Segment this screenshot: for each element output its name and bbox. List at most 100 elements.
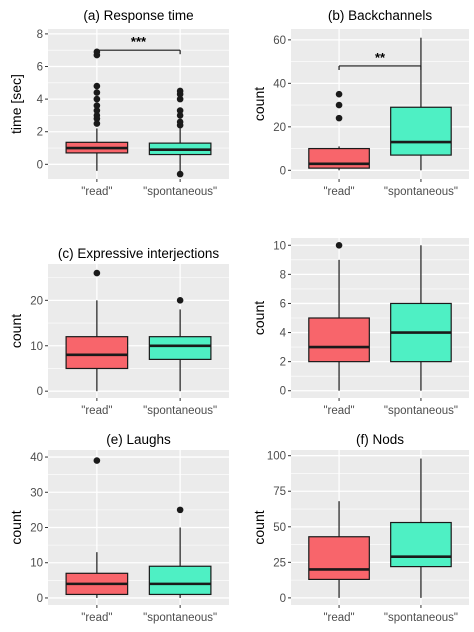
panel-5: (e) Laughs 0 10 20 30 40 count "read" "spontaneo… <box>8 432 229 624</box>
x-tick-label: "spontaneous" <box>384 612 458 624</box>
y-axis-label: count <box>251 510 267 544</box>
x-tick-label: "spontaneous" <box>384 405 458 417</box>
iqr-box <box>390 521 452 568</box>
box-read <box>308 90 370 171</box>
box-read <box>65 48 129 171</box>
outlier-point <box>93 112 101 119</box>
box-read <box>65 269 129 392</box>
outlier-point <box>176 297 184 304</box>
x-tick-label: "read" <box>81 186 112 198</box>
significance-label: ** <box>375 50 386 65</box>
plot-background <box>48 29 229 179</box>
x-tick-label: "read" <box>81 405 112 417</box>
box-spontaneous <box>148 87 212 178</box>
box-spontaneous <box>390 37 452 171</box>
y-tick-label: 0 <box>280 165 286 177</box>
panel-title: (e) Laughs <box>106 432 171 447</box>
x-tick-label: "read" <box>323 405 354 417</box>
y-tick-label: 6 <box>37 62 43 74</box>
x-tick-label: "spontaneous" <box>143 405 217 417</box>
y-tick-label: 0 <box>280 593 286 605</box>
y-tick-label: 0 <box>37 159 43 171</box>
outlier-point <box>176 112 184 119</box>
y-axis-label: count <box>251 301 267 335</box>
y-axis-label: count <box>251 87 267 121</box>
x-tick-label: "spontaneous" <box>384 186 458 198</box>
plot-background <box>48 264 229 398</box>
outlier-point <box>93 269 101 277</box>
box-spontaneous <box>148 297 212 392</box>
y-axis-label: time [sec] <box>8 74 24 134</box>
panel-3: (c) Expressive interjections 0 10 20 count "r… <box>8 246 229 417</box>
y-tick-label: 4 <box>37 94 44 106</box>
panel-title: (c) Expressive interjections <box>58 246 220 261</box>
box-spontaneous <box>148 506 212 598</box>
x-tick-label: "read" <box>323 612 354 624</box>
iqr-box <box>390 106 452 156</box>
box-spontaneous <box>390 458 452 598</box>
outlier-point <box>176 95 184 103</box>
y-tick-label: 75 <box>273 486 286 498</box>
box-read <box>308 241 370 391</box>
outlier-point <box>93 89 101 96</box>
y-tick-label: 0 <box>280 386 286 398</box>
box-spontaneous <box>390 245 452 391</box>
panel-title: (a) Response time <box>83 8 193 23</box>
y-tick-label: 8 <box>37 29 43 41</box>
iqr-box <box>148 565 212 596</box>
x-tick-label: "spontaneous" <box>143 612 217 624</box>
y-tick-label: 0 <box>37 386 43 398</box>
panel-2: (b) Backchannels 0 20 40 60 count "read" "spont… <box>251 8 469 198</box>
outlier-point <box>176 107 184 114</box>
y-tick-label: 10 <box>30 558 43 570</box>
y-tick-label: 2 <box>280 357 286 369</box>
iqr-box <box>308 536 370 581</box>
y-tick-label: 6 <box>280 298 286 310</box>
box-read <box>65 457 129 598</box>
outlier-point <box>93 120 101 127</box>
panel-4: (d) Filled pauses0246810count"read""spon… <box>251 238 469 417</box>
y-tick-label: 25 <box>273 557 286 569</box>
y-tick-label: 60 <box>273 35 286 47</box>
y-tick-label: 10 <box>273 240 286 252</box>
panel-6: (f) Nods 0 25 50 75 100 count "read" "spontaneou… <box>251 432 469 624</box>
significance-label: *** <box>131 34 147 49</box>
outlier-point <box>93 107 101 114</box>
outlier-point <box>93 457 101 464</box>
y-tick-label: 50 <box>273 522 286 534</box>
y-axis-label: count <box>8 510 24 544</box>
y-tick-label: 40 <box>273 78 286 90</box>
iqr-box <box>308 147 370 169</box>
x-tick-label: "spontaneous" <box>143 186 217 198</box>
panel-title: (b) Backchannels <box>328 8 433 23</box>
iqr-box <box>148 336 212 360</box>
y-tick-label: 20 <box>273 122 286 134</box>
outlier-point <box>176 506 184 514</box>
outlier-point <box>335 101 343 109</box>
iqr-box <box>65 336 129 370</box>
outlier-point <box>335 90 343 98</box>
outlier-point <box>176 170 184 178</box>
outlier-point <box>93 95 101 103</box>
iqr-box <box>308 317 370 363</box>
outlier-point <box>93 102 101 109</box>
y-tick-label: 2 <box>37 127 43 139</box>
outlier-point <box>335 114 343 122</box>
y-tick-label: 100 <box>267 451 286 463</box>
y-tick-label: 40 <box>30 452 43 464</box>
panel-title: (f) Nods <box>356 432 404 447</box>
y-tick-label: 30 <box>30 487 43 499</box>
x-tick-label: "read" <box>323 186 354 198</box>
outlier-point <box>176 118 184 126</box>
y-axis-label: count <box>8 314 24 348</box>
outlier-point <box>176 87 184 95</box>
outlier-point <box>335 241 343 249</box>
y-tick-label: 0 <box>37 593 43 605</box>
outlier-point <box>93 82 101 90</box>
y-tick-label: 8 <box>280 269 286 281</box>
y-tick-label: 4 <box>280 328 287 340</box>
y-tick-label: 20 <box>30 523 43 535</box>
y-tick-label: 10 <box>30 341 43 353</box>
panel-1: (a) Response time 0 2 4 6 8 time [sec] "read" "s… <box>8 8 229 198</box>
